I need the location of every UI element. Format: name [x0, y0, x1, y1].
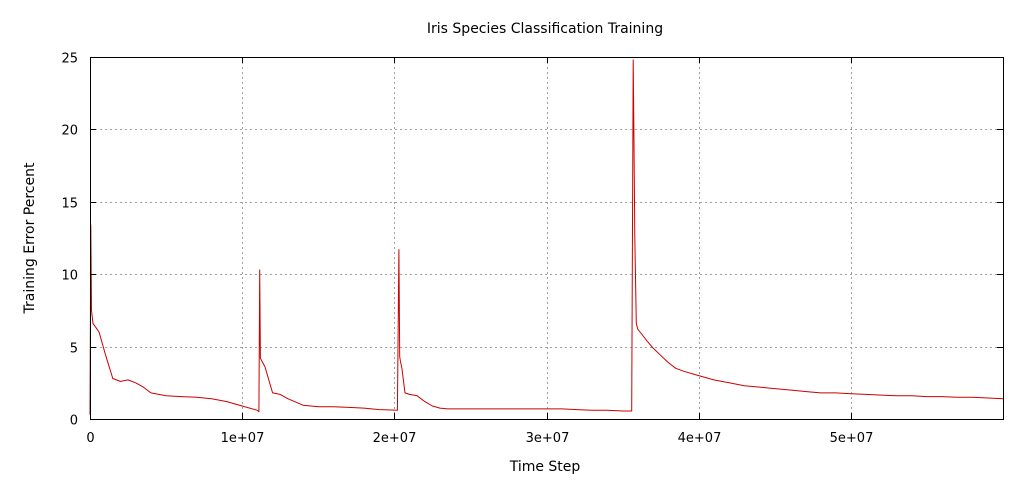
- x-tick-label: 0: [86, 431, 94, 446]
- y-tick-label: 0: [70, 414, 78, 429]
- x-tick-label: 5e+07: [830, 431, 874, 446]
- grid: [90, 57, 1003, 419]
- y-tick-label: 25: [61, 52, 78, 67]
- x-tick-label: 4e+07: [678, 431, 722, 446]
- series-layer: [89, 59, 1004, 415]
- x-axis-label: Time Step: [509, 459, 581, 475]
- y-axis-label: Training Error Percent: [22, 162, 38, 314]
- y-tick-label: 15: [61, 197, 78, 212]
- x-tick-label: 3e+07: [526, 431, 570, 446]
- ticks: 0 1e+07 2e+07 3e+07 4e+07 5e+07 0 5 10 15 20 25: [61, 52, 1003, 446]
- y-tick-label: 10: [61, 269, 78, 284]
- y-tick-label: 5: [70, 342, 78, 357]
- x-tick-label: 1e+07: [221, 431, 265, 446]
- x-tick-label: 2e+07: [373, 431, 417, 446]
- chart-title: Iris Species Classification Training: [427, 21, 663, 37]
- y-tick-label: 20: [61, 124, 78, 139]
- training-error-series-line: [89, 59, 1004, 415]
